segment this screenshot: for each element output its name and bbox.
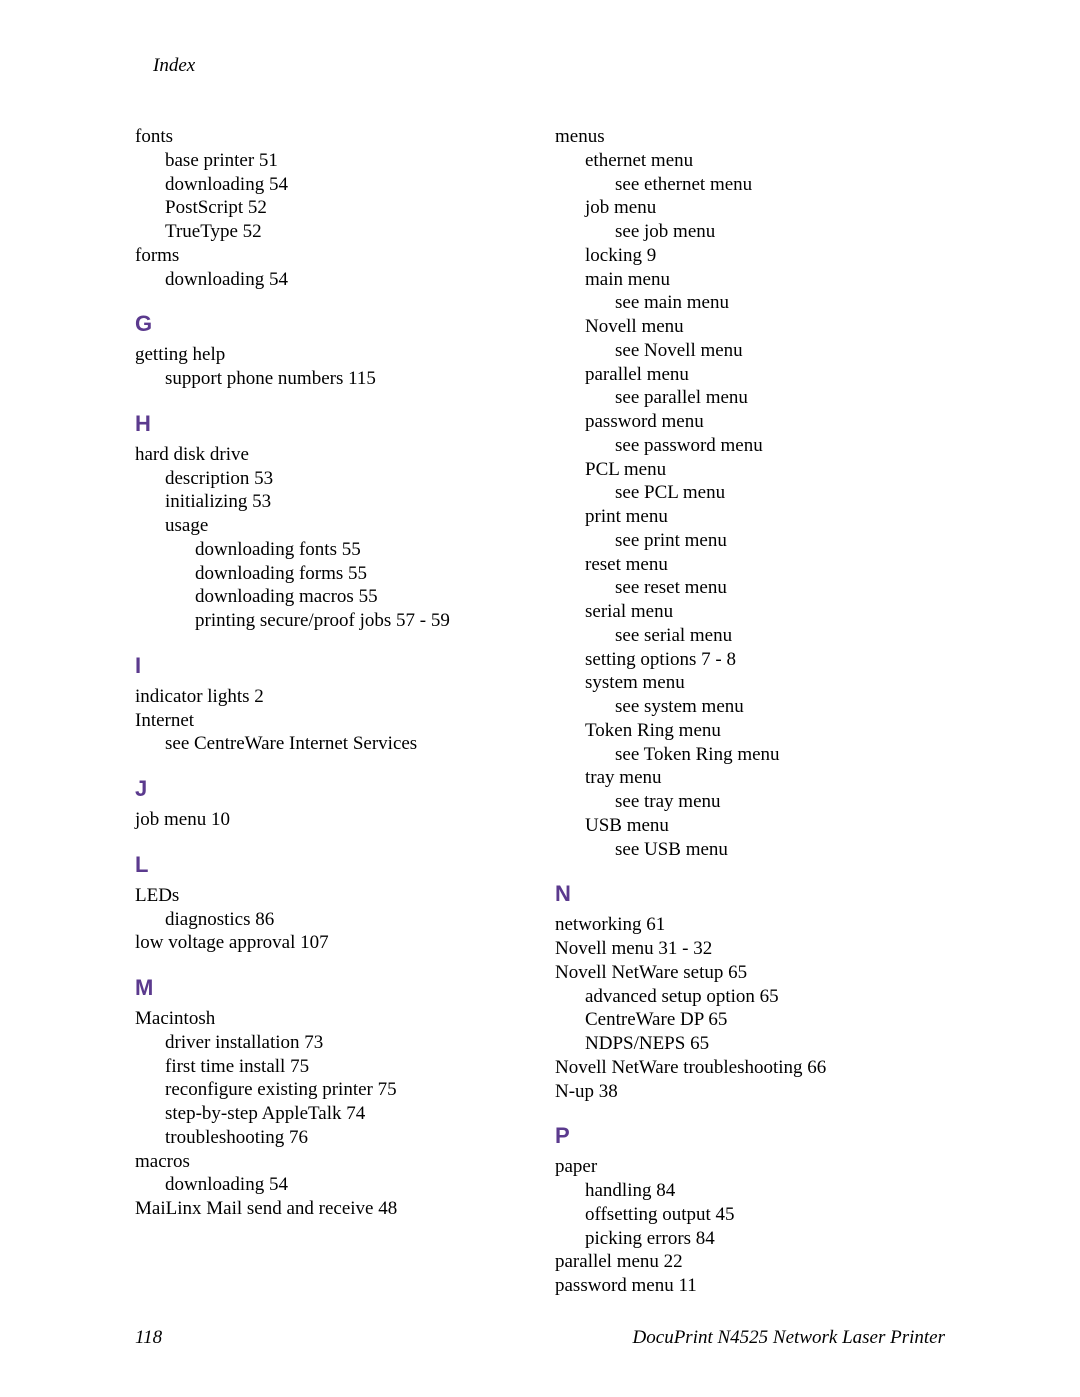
index-entry: downloading 54 <box>135 1173 525 1197</box>
index-entry: Novell NetWare troubleshooting 66 <box>555 1056 945 1080</box>
index-entry: fonts <box>135 125 525 149</box>
index-entry: PostScript 52 <box>135 196 525 220</box>
index-entry: LEDs <box>135 884 525 908</box>
index-entry: see CentreWare Internet Services <box>135 732 525 756</box>
index-entry: printing secure/proof jobs 57 - 59 <box>135 609 525 633</box>
index-entry: parallel menu <box>555 363 945 387</box>
index-entry: see serial menu <box>555 624 945 648</box>
index-entry: Novell menu 31 - 32 <box>555 937 945 961</box>
index-entry: usage <box>135 514 525 538</box>
index-entry: description 53 <box>135 467 525 491</box>
page-header: Index <box>153 55 945 77</box>
index-entry: reset menu <box>555 553 945 577</box>
index-entry: advanced setup option 65 <box>555 985 945 1009</box>
index-entry: picking errors 84 <box>555 1227 945 1251</box>
index-entry: Macintosh <box>135 1007 525 1031</box>
index-entry: TrueType 52 <box>135 220 525 244</box>
index-entry: password menu <box>555 410 945 434</box>
index-entry: initializing 53 <box>135 490 525 514</box>
index-entry: Internet <box>135 709 525 733</box>
section-letter: J <box>135 776 525 802</box>
index-entry: reconfigure existing printer 75 <box>135 1078 525 1102</box>
index-page: Index fontsbase printer 51downloading 54… <box>0 0 1080 1397</box>
section-letter: N <box>555 881 945 907</box>
index-entry: see PCL menu <box>555 481 945 505</box>
section-letter: L <box>135 852 525 878</box>
index-entry: job menu 10 <box>135 808 525 832</box>
index-entry: driver installation 73 <box>135 1031 525 1055</box>
index-entry: MaiLinx Mail send and receive 48 <box>135 1197 525 1221</box>
index-entry: getting help <box>135 343 525 367</box>
index-entry: setting options 7 - 8 <box>555 648 945 672</box>
index-entry: see Token Ring menu <box>555 743 945 767</box>
index-entry: handling 84 <box>555 1179 945 1203</box>
right-column: menusethernet menusee ethernet menujob m… <box>555 125 945 1298</box>
page-footer: 118 DocuPrint N4525 Network Laser Printe… <box>135 1327 945 1349</box>
index-entry: Novell NetWare setup 65 <box>555 961 945 985</box>
index-entry: system menu <box>555 671 945 695</box>
page-number: 118 <box>135 1327 162 1349</box>
index-entry: troubleshooting 76 <box>135 1126 525 1150</box>
index-entry: support phone numbers 115 <box>135 367 525 391</box>
index-entry: job menu <box>555 196 945 220</box>
index-entry: indicator lights 2 <box>135 685 525 709</box>
index-entry: low voltage approval 107 <box>135 931 525 955</box>
section-letter: G <box>135 311 525 337</box>
index-entry: ethernet menu <box>555 149 945 173</box>
index-entry: serial menu <box>555 600 945 624</box>
index-entry: PCL menu <box>555 458 945 482</box>
index-entry: base printer 51 <box>135 149 525 173</box>
section-letter: M <box>135 975 525 1001</box>
index-entry: downloading forms 55 <box>135 562 525 586</box>
index-entry: hard disk drive <box>135 443 525 467</box>
section-letter: H <box>135 411 525 437</box>
index-entry: NDPS/NEPS 65 <box>555 1032 945 1056</box>
index-entry: print menu <box>555 505 945 529</box>
index-entry: first time install 75 <box>135 1055 525 1079</box>
index-entry: see ethernet menu <box>555 173 945 197</box>
index-entry: downloading 54 <box>135 268 525 292</box>
index-entry: USB menu <box>555 814 945 838</box>
index-entry: downloading fonts 55 <box>135 538 525 562</box>
index-entry: see print menu <box>555 529 945 553</box>
index-entry: Token Ring menu <box>555 719 945 743</box>
index-entry: see main menu <box>555 291 945 315</box>
index-entry: password menu 11 <box>555 1274 945 1298</box>
index-entry: locking 9 <box>555 244 945 268</box>
index-entry: offsetting output 45 <box>555 1203 945 1227</box>
index-entry: diagnostics 86 <box>135 908 525 932</box>
index-entry: see reset menu <box>555 576 945 600</box>
section-letter: P <box>555 1123 945 1149</box>
index-entry: see parallel menu <box>555 386 945 410</box>
index-entry: see system menu <box>555 695 945 719</box>
index-entry: tray menu <box>555 766 945 790</box>
left-column: fontsbase printer 51downloading 54PostSc… <box>135 125 525 1298</box>
section-letter: I <box>135 653 525 679</box>
index-entry: downloading 54 <box>135 173 525 197</box>
index-entry: macros <box>135 1150 525 1174</box>
index-entry: networking 61 <box>555 913 945 937</box>
index-entry: see tray menu <box>555 790 945 814</box>
index-columns: fontsbase printer 51downloading 54PostSc… <box>135 125 945 1298</box>
index-entry: see USB menu <box>555 838 945 862</box>
index-entry: menus <box>555 125 945 149</box>
index-entry: downloading macros 55 <box>135 585 525 609</box>
index-entry: forms <box>135 244 525 268</box>
index-entry: main menu <box>555 268 945 292</box>
index-entry: step-by-step AppleTalk 74 <box>135 1102 525 1126</box>
index-entry: paper <box>555 1155 945 1179</box>
index-entry: parallel menu 22 <box>555 1250 945 1274</box>
index-entry: CentreWare DP 65 <box>555 1008 945 1032</box>
footer-title: DocuPrint N4525 Network Laser Printer <box>633 1327 945 1349</box>
index-entry: see Novell menu <box>555 339 945 363</box>
index-entry: N-up 38 <box>555 1080 945 1104</box>
index-entry: Novell menu <box>555 315 945 339</box>
index-entry: see job menu <box>555 220 945 244</box>
index-entry: see password menu <box>555 434 945 458</box>
